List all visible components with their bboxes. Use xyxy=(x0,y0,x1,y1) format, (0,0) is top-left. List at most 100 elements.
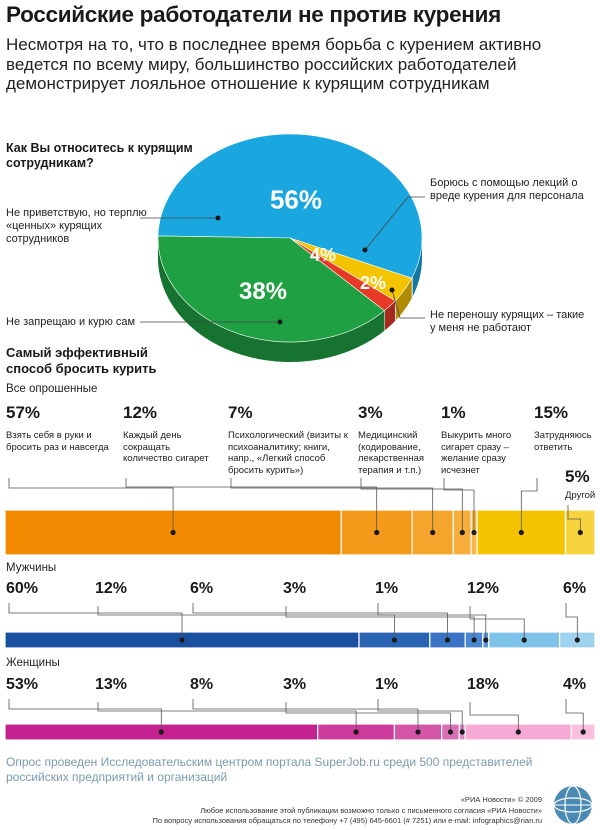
bar-leader-2-2 xyxy=(192,699,419,732)
pie-leader-dot-2 xyxy=(362,247,368,253)
bar-dot-2-1 xyxy=(353,729,359,735)
women-pct-5: 18% xyxy=(467,676,500,693)
men-pct-6: 6% xyxy=(563,580,587,597)
all-pct-6: 5% xyxy=(565,467,590,486)
pie-label-smoke-myself: Не запрещаю и курю сам xyxy=(6,316,136,328)
bar-leader-0-1 xyxy=(125,478,378,533)
caption-6: Другой xyxy=(565,490,596,501)
pie-slice-3 xyxy=(157,235,385,343)
bar-leader-1-5 xyxy=(469,606,525,640)
pie-label-lectures: Борюсь с помощью лекций о вреде курения … xyxy=(430,177,584,202)
caption-5: Затрудняюсь ответить xyxy=(534,430,592,453)
men-pct-1: 12% xyxy=(95,580,128,597)
bar-dot-0-2 xyxy=(430,529,436,536)
women-pct-3: 3% xyxy=(283,676,307,693)
terms-line-1: Любое использование этой публикации возм… xyxy=(200,806,542,815)
pie-question: Как Вы относитесь к курящим сотрудникам? xyxy=(6,141,193,170)
men-pct-0: 60% xyxy=(6,580,39,597)
bar-dot-0-1 xyxy=(374,529,380,536)
ria-logo xyxy=(553,785,593,825)
all-pct-0: 57% xyxy=(6,403,41,422)
bar-leader-1-3 xyxy=(285,606,475,640)
women-pct-1: 13% xyxy=(95,676,128,693)
bar-leader-1-2 xyxy=(192,603,448,640)
bar-leader-0-0 xyxy=(8,478,174,533)
bar-dot-2-2 xyxy=(415,729,421,735)
pie-chart: 56% 4% 2% 38% xyxy=(140,133,425,362)
all-pct-3: 3% xyxy=(358,403,383,422)
caption-0: Взять себя в руки и бросить раз и навсег… xyxy=(6,430,109,453)
pie-leader-dot-0 xyxy=(215,215,221,221)
bar-leader-2-0 xyxy=(8,699,162,732)
page-subtitle: Несмотря на то, что в последнее время бо… xyxy=(6,35,542,93)
series-label-women: Женщины xyxy=(6,657,60,669)
women-pct-6: 4% xyxy=(563,676,587,693)
men-pct-4: 1% xyxy=(375,580,399,597)
bar-dot-1-5 xyxy=(521,637,527,643)
copyright: «РИА Новости» © 2009 xyxy=(460,795,542,804)
caption-1: Каждый день сокращать количество сигарет xyxy=(123,430,209,464)
bar-dot-1-4 xyxy=(483,637,489,643)
bar-leader-1-0 xyxy=(8,603,183,640)
pie-side-4 xyxy=(396,278,412,320)
bar-leader-0-2 xyxy=(230,478,434,533)
caption-3: Медицинский (кодирование, лекарственная … xyxy=(358,430,425,476)
bar-dot-2-4 xyxy=(459,729,465,735)
bar-dot-1-1 xyxy=(391,637,397,643)
pie-leader-dot-1 xyxy=(277,319,283,325)
bar-leader-2-3 xyxy=(285,702,451,732)
caption-2: Психологический (визиты к психоаналитику… xyxy=(228,430,348,476)
bar-dot-0-0 xyxy=(170,529,176,536)
bar-dot-2-3 xyxy=(447,729,453,735)
bar-leader-2-4 xyxy=(377,699,463,732)
page-title: Российские работодатели не против курени… xyxy=(6,2,501,27)
bar-dot-0-6 xyxy=(577,529,583,536)
pie-label-tolerate: Не приветствую, но терплю «ценных» курящ… xyxy=(6,207,147,245)
caption-4: Выкурить много сигарет сразу – желание с… xyxy=(441,430,512,476)
all-pct-2: 7% xyxy=(228,403,253,422)
bar-leader-0-4 xyxy=(443,478,475,533)
pie-side-38 xyxy=(158,238,385,362)
bar-dot-2-0 xyxy=(158,729,164,735)
pie-label-intolerant: Не переношу курящих – такие у меня не ра… xyxy=(430,309,585,334)
bar-dot-1-2 xyxy=(444,637,451,643)
bar-leader-0-3 xyxy=(360,478,463,533)
men-pct-5: 12% xyxy=(467,580,500,597)
pie-pct-3: 38% xyxy=(239,278,287,305)
all-pct-1: 12% xyxy=(123,403,158,422)
all-pct-4: 1% xyxy=(441,403,466,422)
series-label-men: Мужчины xyxy=(6,562,57,574)
pie-pct-2: 2% xyxy=(360,273,386,293)
pie-leader-3 xyxy=(391,289,425,319)
bar-dot-2-5 xyxy=(515,729,521,735)
bar-chart xyxy=(4,478,596,741)
bar-leader-1-4 xyxy=(377,603,487,640)
bar-leader-1-6 xyxy=(565,603,578,640)
bar-dot-0-4 xyxy=(471,529,477,536)
bar-dot-1-6 xyxy=(574,637,580,643)
pie-pct-1: 4% xyxy=(310,245,336,265)
men-pct-2: 6% xyxy=(190,580,214,597)
bar-dot-1-3 xyxy=(471,637,477,643)
bar-leader-0-6 xyxy=(567,505,581,533)
pie-leader-2 xyxy=(364,196,425,251)
pie-slice-0 xyxy=(157,133,423,279)
bar-dot-2-6 xyxy=(580,729,586,735)
women-pct-4: 1% xyxy=(375,676,399,693)
pie-pct-0: 56% xyxy=(270,185,322,215)
source-note: Опрос проведен Исследовательским центром… xyxy=(6,755,533,784)
bar-dot-1-0 xyxy=(179,637,185,643)
series-label-all: Все опрошенные xyxy=(6,383,98,395)
bar-leader-2-6 xyxy=(565,699,584,732)
bar-leader-1-1 xyxy=(97,606,395,640)
men-pct-3: 3% xyxy=(283,580,307,597)
bar-question: Самый эффективный способ бросить курить xyxy=(6,345,157,376)
all-pct-5: 15% xyxy=(534,403,569,422)
pie-leader-dot-3 xyxy=(389,287,395,293)
bar-leader-2-5 xyxy=(469,702,519,732)
pie-side-56 xyxy=(412,239,422,297)
bar-leader-2-1 xyxy=(97,702,357,732)
women-pct-2: 8% xyxy=(190,676,214,693)
bar-leader-0-5 xyxy=(520,478,538,533)
